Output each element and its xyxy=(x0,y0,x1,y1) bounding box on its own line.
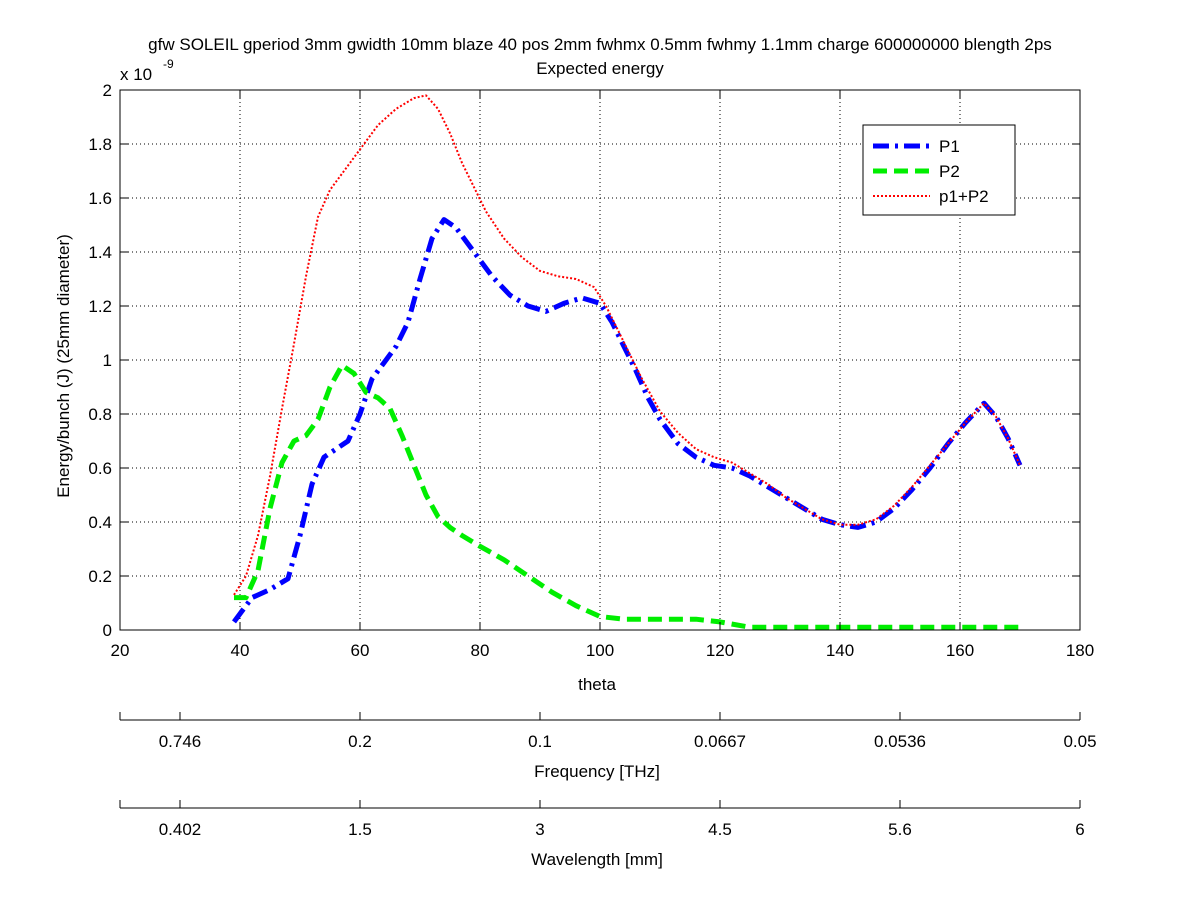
secondary-tick-label: 4.5 xyxy=(708,820,732,839)
y-tick-label: 2 xyxy=(103,81,112,100)
y-tick-label: 0.2 xyxy=(88,567,112,586)
y-tick-label: 0 xyxy=(103,621,112,640)
secondary-tick-label: 0.402 xyxy=(159,820,202,839)
secondary-axis-label: Wavelength [mm] xyxy=(531,850,663,869)
legend-entry: p1+P2 xyxy=(939,187,989,206)
x-tick-label: 40 xyxy=(231,641,250,660)
y-tick-label: 1.4 xyxy=(88,243,112,262)
secondary-tick-label: 0.0667 xyxy=(694,732,746,751)
x-tick-label: 180 xyxy=(1066,641,1094,660)
secondary-tick-label: 3 xyxy=(535,820,544,839)
y-tick-label: 0.8 xyxy=(88,405,112,424)
secondary-axis-label: Frequency [THz] xyxy=(534,762,660,781)
secondary-tick-label: 0.2 xyxy=(348,732,372,751)
secondary-tick-label: 0.746 xyxy=(159,732,202,751)
y-multiplier-base: x 10 xyxy=(120,65,152,84)
y-tick-label: 0.6 xyxy=(88,459,112,478)
y-multiplier-exponent: -9 xyxy=(163,57,174,71)
x-tick-label: 140 xyxy=(826,641,854,660)
legend-entry: P2 xyxy=(939,162,960,181)
y-axis-label: Energy/bunch (J) (25mm diameter) xyxy=(54,234,73,498)
secondary-tick-label: 0.05 xyxy=(1063,732,1096,751)
y-tick-label: 1.2 xyxy=(88,297,112,316)
y-tick-label: 0.4 xyxy=(88,513,112,532)
y-tick-label: 1.8 xyxy=(88,135,112,154)
x-tick-label: 20 xyxy=(111,641,130,660)
secondary-tick-label: 6 xyxy=(1075,820,1084,839)
chart-subtitle: Expected energy xyxy=(536,59,664,78)
y-tick-label: 1.6 xyxy=(88,189,112,208)
x-tick-label: 60 xyxy=(351,641,370,660)
y-multiplier: x 10 -9 xyxy=(120,57,174,84)
secondary-tick-label: 0.0536 xyxy=(874,732,926,751)
series-line-p1 xyxy=(234,220,1020,622)
legend: P1 P2 p1+P2 xyxy=(863,125,1015,215)
secondary-axes: 0.746 0.2 0.1 0.0667 0.0536 0.05 Frequency [TH… xyxy=(120,712,1097,869)
y-tick-label: 1 xyxy=(103,351,112,370)
chart-title: gfw SOLEIL gperiod 3mm gwidth 10mm blaze… xyxy=(148,35,1052,54)
x-tick-label: 80 xyxy=(471,641,490,660)
x-tick-label: 160 xyxy=(946,641,974,660)
series-line-p2 xyxy=(234,365,1020,627)
x-axis-label: theta xyxy=(578,675,616,694)
secondary-tick-label: 5.6 xyxy=(888,820,912,839)
legend-entry: P1 xyxy=(939,137,960,156)
x-tick-label: 120 xyxy=(706,641,734,660)
secondary-tick-label: 1.5 xyxy=(348,820,372,839)
x-tick-label: 100 xyxy=(586,641,614,660)
secondary-tick-label: 0.1 xyxy=(528,732,552,751)
